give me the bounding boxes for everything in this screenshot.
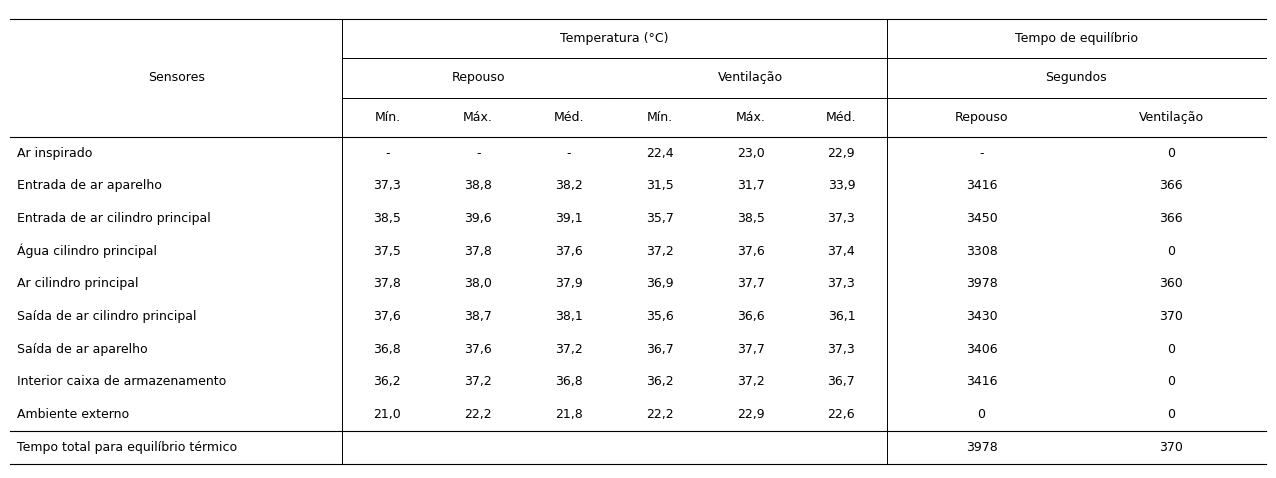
Text: -: -	[979, 147, 984, 160]
Text: 366: 366	[1159, 212, 1183, 225]
Text: 37,6: 37,6	[555, 245, 583, 258]
Text: 37,8: 37,8	[464, 245, 493, 258]
Text: 38,2: 38,2	[555, 179, 583, 192]
Text: Mín.: Mín.	[374, 110, 401, 124]
Text: Água cilindro principal: Água cilindro principal	[17, 244, 157, 259]
Text: -: -	[567, 147, 572, 160]
Text: 37,2: 37,2	[646, 245, 674, 258]
Text: 3308: 3308	[966, 245, 998, 258]
Text: 36,9: 36,9	[646, 277, 674, 290]
Text: Mín.: Mín.	[647, 110, 672, 124]
Text: Sensores: Sensores	[148, 71, 204, 85]
Text: Méd.: Méd.	[826, 110, 856, 124]
Text: 37,3: 37,3	[374, 179, 401, 192]
Text: 37,7: 37,7	[736, 343, 764, 356]
Text: 3978: 3978	[966, 441, 998, 454]
Text: 3416: 3416	[966, 375, 998, 389]
Text: 22,6: 22,6	[828, 408, 855, 421]
Text: Ventilação: Ventilação	[1138, 110, 1203, 124]
Text: Tempo total para equilíbrio térmico: Tempo total para equilíbrio térmico	[17, 441, 237, 454]
Text: Ar inspirado: Ar inspirado	[17, 147, 92, 160]
Text: 37,2: 37,2	[555, 343, 583, 356]
Text: 37,4: 37,4	[828, 245, 855, 258]
Text: Segundos: Segundos	[1045, 71, 1108, 85]
Text: 37,3: 37,3	[828, 212, 855, 225]
Text: 0: 0	[1168, 375, 1175, 389]
Text: Méd.: Méd.	[554, 110, 584, 124]
Text: 39,6: 39,6	[464, 212, 493, 225]
Text: 21,8: 21,8	[555, 408, 583, 421]
Text: 36,7: 36,7	[646, 343, 674, 356]
Text: 35,6: 35,6	[646, 310, 674, 323]
Text: 3406: 3406	[966, 343, 998, 356]
Text: 33,9: 33,9	[828, 179, 855, 192]
Text: 36,1: 36,1	[828, 310, 855, 323]
Text: 38,0: 38,0	[464, 277, 493, 290]
Text: Máx.: Máx.	[463, 110, 493, 124]
Text: -: -	[476, 147, 481, 160]
Text: 36,2: 36,2	[374, 375, 401, 389]
Text: 38,1: 38,1	[555, 310, 583, 323]
Text: 37,6: 37,6	[374, 310, 401, 323]
Text: 0: 0	[977, 408, 985, 421]
Text: 0: 0	[1168, 408, 1175, 421]
Text: 0: 0	[1168, 147, 1175, 160]
Text: -: -	[385, 147, 389, 160]
Text: Repouso: Repouso	[954, 110, 1008, 124]
Text: 23,0: 23,0	[736, 147, 764, 160]
Text: 37,6: 37,6	[736, 245, 764, 258]
Text: 36,7: 36,7	[828, 375, 855, 389]
Text: Entrada de ar cilindro principal: Entrada de ar cilindro principal	[17, 212, 211, 225]
Text: 36,6: 36,6	[736, 310, 764, 323]
Text: Máx.: Máx.	[736, 110, 766, 124]
Text: 38,8: 38,8	[464, 179, 493, 192]
Text: 36,8: 36,8	[555, 375, 583, 389]
Text: 3450: 3450	[966, 212, 998, 225]
Text: Ambiente externo: Ambiente externo	[17, 408, 129, 421]
Text: 22,2: 22,2	[464, 408, 493, 421]
Text: 37,5: 37,5	[374, 245, 402, 258]
Text: 360: 360	[1159, 277, 1183, 290]
Text: 22,2: 22,2	[646, 408, 674, 421]
Text: Temperatura (°C): Temperatura (°C)	[560, 32, 669, 45]
Text: 0: 0	[1168, 343, 1175, 356]
Text: 31,7: 31,7	[736, 179, 764, 192]
Text: Ar cilindro principal: Ar cilindro principal	[17, 277, 138, 290]
Text: Repouso: Repouso	[452, 71, 505, 85]
Text: Entrada de ar aparelho: Entrada de ar aparelho	[17, 179, 162, 192]
Text: 36,8: 36,8	[374, 343, 401, 356]
Text: 37,2: 37,2	[464, 375, 493, 389]
Text: Saída de ar cilindro principal: Saída de ar cilindro principal	[17, 310, 197, 323]
Text: 37,8: 37,8	[374, 277, 402, 290]
Text: 37,3: 37,3	[828, 343, 855, 356]
Text: 38,5: 38,5	[736, 212, 764, 225]
Text: 3416: 3416	[966, 179, 998, 192]
Text: 3978: 3978	[966, 277, 998, 290]
Text: 21,0: 21,0	[374, 408, 401, 421]
Text: 22,9: 22,9	[828, 147, 855, 160]
Text: 370: 370	[1159, 310, 1183, 323]
Text: Interior caixa de armazenamento: Interior caixa de armazenamento	[17, 375, 226, 389]
Text: 0: 0	[1168, 245, 1175, 258]
Text: 37,6: 37,6	[464, 343, 493, 356]
Text: 31,5: 31,5	[646, 179, 674, 192]
Text: Saída de ar aparelho: Saída de ar aparelho	[17, 343, 147, 356]
Text: 35,7: 35,7	[646, 212, 674, 225]
Text: 38,5: 38,5	[374, 212, 402, 225]
Text: 37,2: 37,2	[736, 375, 764, 389]
Text: 38,7: 38,7	[464, 310, 493, 323]
Text: 370: 370	[1159, 441, 1183, 454]
Text: 22,4: 22,4	[646, 147, 674, 160]
Text: 37,3: 37,3	[828, 277, 855, 290]
Text: 3430: 3430	[966, 310, 998, 323]
Text: Ventilação: Ventilação	[718, 71, 783, 85]
Text: 39,1: 39,1	[555, 212, 583, 225]
Text: 366: 366	[1159, 179, 1183, 192]
Text: 36,2: 36,2	[646, 375, 674, 389]
Text: Tempo de equilíbrio: Tempo de equilíbrio	[1014, 32, 1138, 45]
Text: 37,7: 37,7	[736, 277, 764, 290]
Text: 37,9: 37,9	[555, 277, 583, 290]
Text: 22,9: 22,9	[736, 408, 764, 421]
